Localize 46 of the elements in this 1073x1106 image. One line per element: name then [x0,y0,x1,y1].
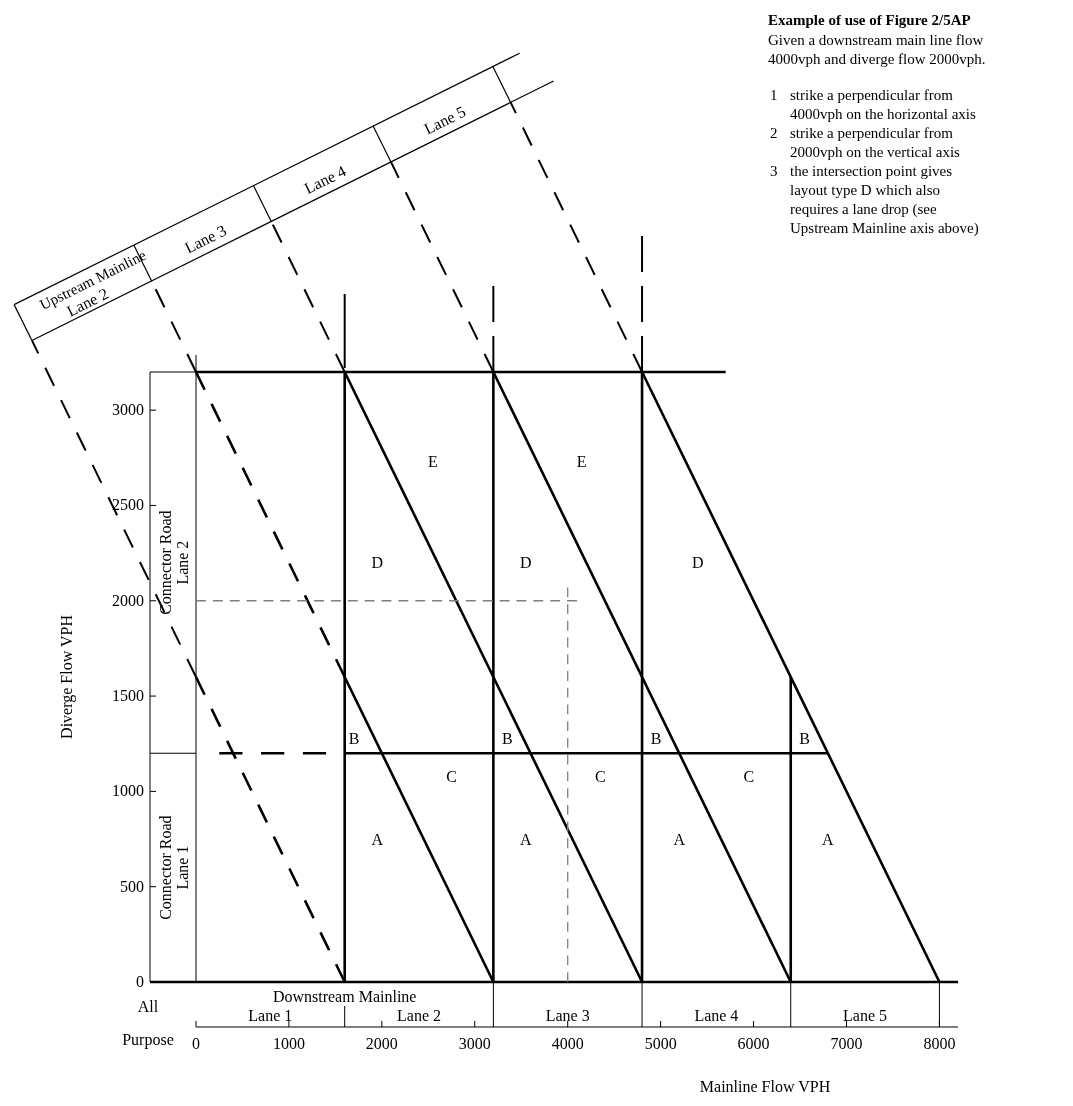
y-tick-label: 500 [120,877,144,895]
x-tick-label: 4000 [551,1035,584,1052]
text: Lane 3 [545,1007,590,1024]
x-tick-label: 7000 [830,1035,863,1052]
text: Lane 1 [248,1007,293,1024]
text: Downstream Mainline [272,988,417,1005]
annotation: C [594,767,606,785]
chart-title: Example of use of Figure 2/5AP [768,12,971,28]
x-tick-label: 5000 [644,1035,677,1052]
y-tick-label: 0 [136,973,144,990]
annotation: E [428,453,438,471]
text: Connector Road Lane 1 [157,815,191,920]
annotation: B [799,729,811,747]
annotation: D [520,554,532,572]
y-tick-label: 2500 [112,496,144,514]
text: Lane 2 [397,1007,442,1024]
x-tick-label: 1000 [272,1035,305,1052]
annotation: B [650,729,662,747]
annotation: A [673,830,686,848]
text: All Purpose [122,998,174,1049]
annotation: A [371,830,384,848]
x-tick-label: 2000 [365,1035,398,1052]
text: Lane 5 [843,1007,888,1024]
chart-subtitle: Given a downstream main line flow 4000vph and diverge flow 2000vph. [768,32,986,67]
y-tick-label: 3000 [112,401,144,419]
y-axis-title: Diverge Flow VPH [58,614,76,739]
annotation: C [743,767,755,785]
x-tick-label: 6000 [737,1035,770,1052]
annotation: A [822,830,835,848]
text: Lane 4 [694,1007,739,1024]
y-tick-label: 2000 [112,591,144,609]
annotation: D [371,554,383,572]
text: Connector Road Lane 2 [157,510,191,615]
y-tick-label: 1000 [112,782,144,800]
x-axis-title: Mainline Flow VPH [699,1078,831,1095]
x-tick-label: 3000 [458,1035,491,1052]
x-tick-label: 8000 [923,1035,956,1052]
x-tick-label: 0 [192,1035,200,1052]
y-tick-label: 1500 [112,687,144,705]
annotation: E [576,453,587,471]
annotation: B [501,729,513,747]
annotation: D [692,554,704,572]
text: 3 the intersection point gives layout type D which also requires a lane drop (see Upstream Mainline axis above) [770,163,979,237]
annotation: B [348,729,360,747]
annotation: A [520,830,533,848]
annotation: C [446,767,457,785]
